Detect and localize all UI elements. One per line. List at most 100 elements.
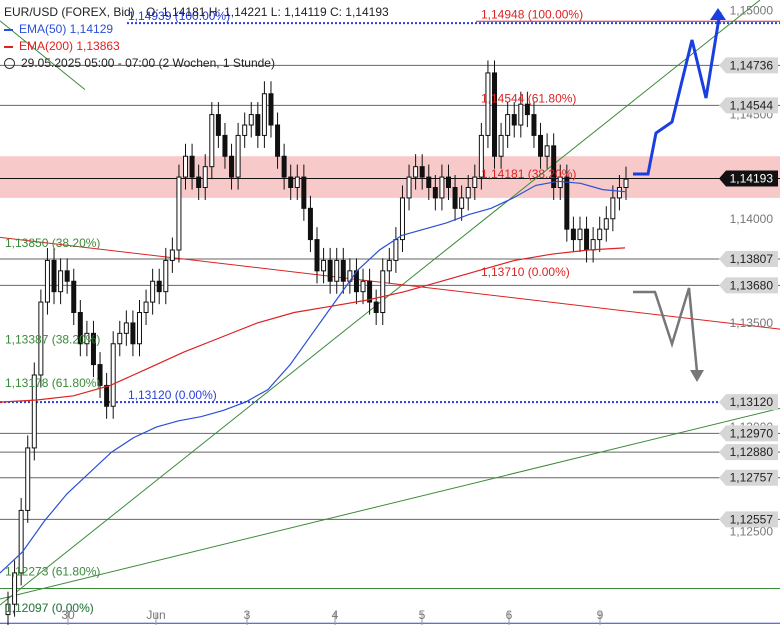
candle-body: [97, 364, 103, 386]
candle-body: [445, 176, 451, 188]
candle-body: [275, 124, 281, 157]
price-tag-label: 1,13120: [730, 395, 774, 409]
price-tag: [719, 425, 778, 442]
candle-body: [616, 187, 622, 199]
candle-body: [564, 176, 570, 230]
candle-body: [531, 114, 537, 136]
candle-body: [360, 280, 366, 293]
candle-body: [156, 280, 162, 293]
arrow-down-icon: [690, 370, 704, 382]
x-tick-label: 6: [506, 608, 513, 622]
candle-body: [465, 187, 471, 199]
candle-body: [255, 114, 261, 136]
bullish-projection: [633, 11, 722, 176]
candle-body: [163, 259, 169, 293]
candle-body: [432, 187, 438, 199]
candle-body: [380, 270, 386, 314]
candle-body: [511, 114, 517, 126]
candle-body: [498, 134, 504, 157]
price-tag: [719, 57, 778, 74]
candle-body: [38, 301, 44, 376]
candle-body: [294, 176, 300, 188]
x-tick-label: 3: [244, 608, 251, 622]
candle-body: [209, 114, 215, 168]
candle-body: [386, 259, 392, 272]
price-tag-label: 1,12757: [730, 471, 774, 485]
chart-legend: EUR/USD (FOREX, Bid) O: 1,14181 H: 1,142…: [4, 4, 389, 72]
candle-body: [406, 176, 412, 199]
price-tag: [719, 250, 778, 267]
candle-body: [77, 312, 83, 345]
candle-body: [51, 259, 57, 293]
candle-body: [557, 176, 563, 188]
candle-body: [242, 124, 248, 136]
uptrend-line: [0, 20, 86, 90]
ema200-line: [0, 247, 626, 403]
candle-body: [413, 166, 419, 178]
candle-body: [584, 228, 590, 251]
candle-body: [169, 249, 175, 261]
y-tick-label: 1,13500: [730, 316, 774, 330]
fib-label: 1,13120 (0.00%): [128, 388, 217, 402]
candle-body: [189, 155, 195, 178]
ohlc-values: O: 1,14181 H: 1,14221 L: 1,14119 C: 1,14…: [146, 5, 389, 19]
x-tick-label: 4: [332, 608, 339, 622]
price-tag: [719, 97, 778, 114]
candle-body: [64, 270, 70, 282]
candle-body: [84, 332, 90, 345]
fib-label: 1,12097 (0.00%): [5, 601, 94, 615]
candle-body: [623, 178, 629, 189]
price-tag-label: 1,12880: [730, 445, 774, 459]
candle-body: [307, 207, 313, 241]
arrow-up-icon: [710, 8, 726, 20]
price-tag: [719, 511, 778, 528]
candle-body: [590, 239, 596, 251]
x-tick-label: 5: [419, 608, 426, 622]
candle-body: [597, 228, 603, 241]
candle-body: [12, 572, 18, 605]
fib-label: 1,14181 (38.20%): [481, 167, 576, 181]
candle-body: [71, 280, 77, 313]
candle-body: [334, 259, 340, 282]
fib-label: 1,14948 (100.00%): [481, 7, 583, 21]
price-tag-label: 1,13807: [730, 252, 774, 266]
price-tag: [719, 394, 778, 411]
price-tag-label: 1,14544: [730, 98, 774, 112]
candle-body: [90, 332, 96, 366]
candle-body: [176, 176, 182, 251]
candle-body: [183, 155, 189, 178]
candle-body: [123, 322, 129, 334]
candle-body: [505, 114, 511, 136]
candle-body: [268, 93, 274, 126]
fib-label: 1,13178 (61.80%): [5, 376, 100, 390]
candle-body: [130, 322, 136, 345]
candle-body: [426, 176, 432, 188]
price-tag: [719, 277, 778, 294]
candle-body: [399, 197, 405, 241]
fib-label: 1,13710 (0.00%): [481, 265, 570, 279]
fib-label: 1,13850 (38.20%): [5, 236, 100, 250]
candle-body: [570, 228, 576, 241]
candle-body: [5, 603, 11, 616]
clock-icon: [4, 58, 15, 69]
candle-body: [110, 343, 116, 407]
candle-body: [452, 187, 458, 209]
candle-body: [340, 259, 346, 282]
fib-label: 1,14544 (61.80%): [481, 91, 576, 105]
candle-body: [393, 239, 399, 261]
candle-body: [143, 301, 149, 314]
candle-body: [215, 114, 221, 136]
y-tick-label: 1,15000: [730, 3, 774, 17]
candle-body: [44, 259, 50, 303]
price-tag-label: 1,13680: [730, 278, 774, 292]
candle-body: [577, 228, 583, 241]
candle-body: [301, 176, 307, 209]
ema200-legend: EMA(200) 1,13863: [19, 39, 120, 53]
y-tick-label: 1,12500: [730, 524, 774, 538]
candle-body: [58, 270, 64, 293]
resistance-zone: [0, 156, 780, 198]
candle-body: [288, 176, 294, 188]
price-tag-label: 1,12557: [730, 512, 774, 526]
candle-body: [314, 239, 320, 272]
